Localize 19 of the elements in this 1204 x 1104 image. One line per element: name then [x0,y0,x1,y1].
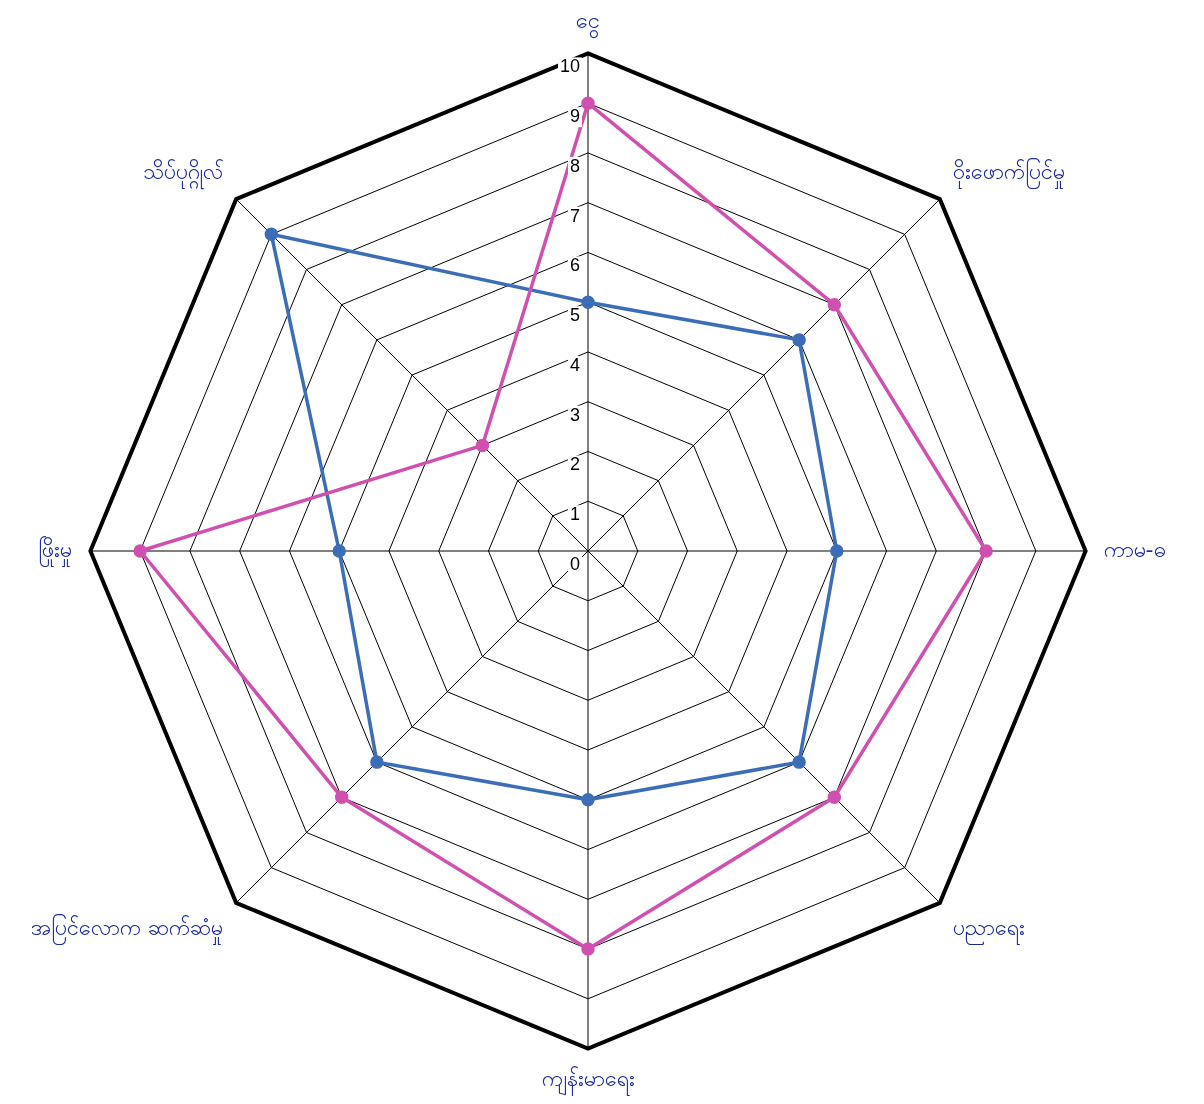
spoke-label: ဝိုးဖောက်ပြင်မှု [952,157,1065,189]
y-tick-label: 9 [569,106,580,127]
y-tick-label: 4 [569,354,580,375]
y-tick-label: 8 [569,155,580,176]
spoke-label: ငွေ [576,7,600,39]
y-tick-label: 0 [569,553,580,574]
y-tick-label: 3 [569,404,580,425]
y-tick-label: 1 [569,504,580,525]
spoke-label: ဖြိုးမှု [38,535,73,567]
y-tick-label: 10 [559,56,580,77]
y-tick-label: 5 [569,305,580,326]
y-tick-label: 2 [569,454,580,475]
y-tick-label: 7 [569,205,580,226]
spoke-label: ကာမ-ဓ [1103,536,1166,562]
spoke-label: အပြင်လောက ဆက်ဆံမှု [31,913,224,945]
spoke-label: ပညာရေး [952,914,1025,945]
y-tick-label: 6 [569,255,580,276]
spoke-label: ကျန်းမာရေး [541,1065,635,1096]
spoke-label: သိပ်ပုဂ္ဂိုလ် [143,158,224,190]
